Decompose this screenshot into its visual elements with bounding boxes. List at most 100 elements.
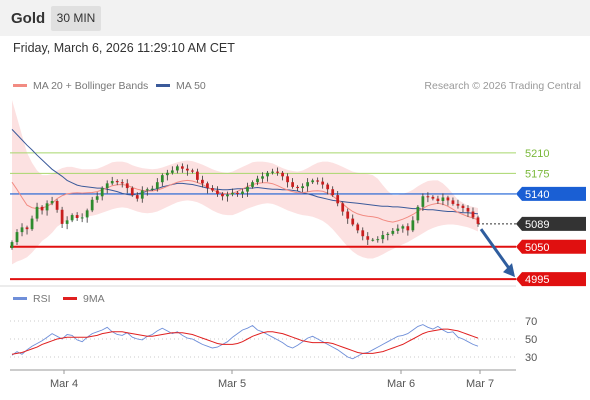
rsi-tick-30: 30: [525, 352, 537, 364]
9ma-swatch: [63, 296, 77, 300]
candle-body: [431, 196, 435, 199]
candle-body: [50, 200, 54, 204]
candle-body: [95, 196, 99, 200]
candle-body: [150, 188, 154, 190]
candle-body: [351, 218, 355, 225]
rsi-line: [11, 324, 479, 360]
candle-body: [286, 176, 289, 183]
candle-body: [60, 209, 64, 224]
level-tag-bg: [516, 272, 586, 287]
credit-text: Research © 2026 Trading Central: [424, 80, 581, 92]
candle-body: [55, 200, 59, 210]
candle-body: [311, 180, 315, 183]
candle-body: [236, 192, 239, 194]
level-tag-bg: [516, 239, 586, 254]
candle-body: [246, 186, 249, 192]
level-tag-bg: [516, 216, 586, 231]
level-label-5210: 5210: [525, 148, 549, 160]
candle-body: [436, 198, 440, 201]
timeframe-button[interactable]: 30 MIN: [51, 6, 101, 31]
candle-body: [65, 220, 69, 224]
candle-body: [165, 172, 169, 176]
x-tick-label: Mar 4: [50, 378, 78, 390]
candle-body: [100, 188, 104, 197]
candle-body: [221, 193, 224, 197]
candle-body: [70, 215, 74, 221]
rsi-tick-50: 50: [525, 334, 537, 346]
candle-body: [75, 215, 79, 219]
level-label-5175: 5175: [525, 168, 549, 180]
candle-body: [216, 190, 219, 194]
candle-body: [306, 182, 310, 187]
candle-body: [316, 180, 320, 182]
legend-ma50: MA 50: [156, 80, 206, 92]
level-label-5140: 5140: [525, 189, 549, 201]
candle-body: [201, 179, 204, 184]
candle-body: [326, 184, 330, 190]
candle-body: [466, 208, 470, 212]
rsi-swatch: [13, 296, 27, 300]
x-tick-label: Mar 5: [218, 378, 246, 390]
candle-body: [406, 226, 410, 231]
candle-body: [35, 206, 39, 219]
candle-body: [155, 182, 159, 189]
ma50-swatch: [156, 83, 170, 87]
candle-body: [196, 171, 199, 180]
candle-body: [476, 217, 480, 224]
candle-body: [336, 195, 340, 204]
candle-body: [346, 211, 350, 219]
candle-body: [391, 230, 395, 234]
candle-body: [10, 242, 14, 248]
chart-datetime: Friday, March 6, 2026 11:29:10 AM CET: [13, 41, 235, 55]
candle-body: [281, 172, 284, 177]
candle-body: [456, 203, 460, 206]
ma50-line: [11, 129, 479, 215]
level-tag-bg: [516, 186, 586, 201]
candle-body: [381, 235, 385, 240]
legend-rsi-label: RSI: [33, 293, 51, 305]
level-tag-5140: 5140: [516, 186, 586, 201]
candle-body: [291, 182, 294, 187]
candle-body: [226, 194, 229, 197]
forecast-arrow: [479, 228, 513, 272]
candle-body: [446, 197, 450, 201]
x-tick-label: Mar 7: [466, 378, 494, 390]
candle-body: [266, 172, 269, 177]
candle-body: [211, 188, 214, 191]
instrument-title: Gold: [11, 10, 46, 27]
level-tag-5089: 5089: [516, 216, 586, 231]
candle-body: [125, 183, 129, 189]
legend-9ma: 9MA: [63, 293, 105, 305]
candle-body: [185, 168, 189, 171]
candle-body: [170, 170, 174, 173]
candle-body: [411, 220, 415, 231]
header-bar: Gold 30 MIN: [0, 0, 590, 36]
candle-body: [80, 217, 84, 219]
candle-body: [396, 228, 400, 231]
candle-body: [421, 196, 425, 207]
legend-ma50-label: MA 50: [176, 80, 206, 92]
candle-body: [386, 233, 390, 236]
legend-ma20: MA 20 + Bollinger Bands: [13, 80, 148, 92]
candle-body: [416, 206, 420, 221]
bollinger-band: [12, 100, 478, 265]
legend-9ma-label: 9MA: [83, 293, 105, 305]
level-label-5089: 5089: [525, 219, 549, 231]
candle-body: [426, 196, 430, 198]
ma20-swatch: [13, 83, 27, 87]
candle-body: [276, 171, 279, 173]
candle-body: [241, 191, 244, 194]
candle-body: [251, 182, 254, 187]
candle-body: [30, 218, 34, 230]
ma20-line: [11, 179, 479, 223]
candle-body: [231, 192, 234, 195]
candle-body: [191, 170, 194, 172]
candle-body: [40, 206, 44, 211]
candle-body: [25, 227, 29, 230]
candle-body: [451, 200, 455, 204]
candle-body: [115, 181, 119, 183]
legend-ma20-label: MA 20 + Bollinger Bands: [33, 80, 149, 92]
candle-body: [341, 203, 345, 212]
candle-body: [85, 210, 89, 218]
